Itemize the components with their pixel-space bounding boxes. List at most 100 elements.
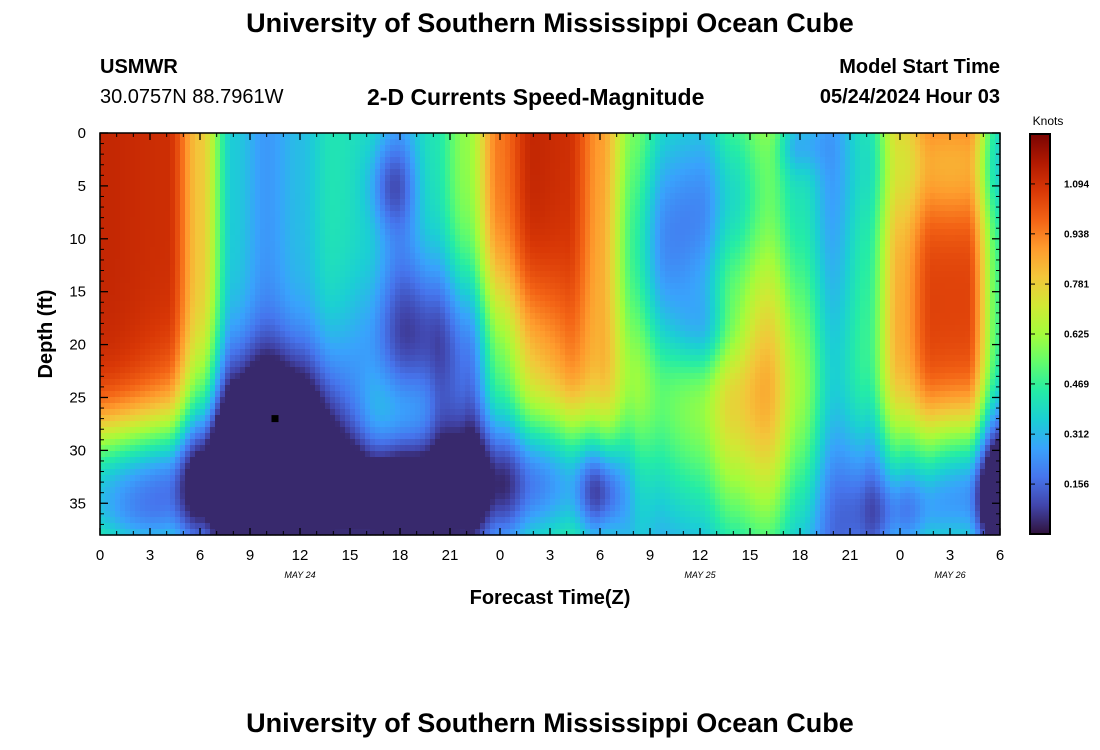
heatmap-cell: [130, 193, 136, 200]
heatmap-cell: [980, 277, 986, 284]
heatmap-cell: [325, 247, 331, 254]
heatmap-cell: [960, 247, 966, 254]
heatmap-cell: [665, 259, 671, 266]
heatmap-cell: [470, 271, 476, 278]
heatmap-cell: [795, 289, 801, 296]
heatmap-cell: [205, 247, 211, 254]
heatmap-cell: [470, 277, 476, 284]
heatmap-cell: [975, 211, 981, 218]
heatmap-cell: [160, 163, 166, 170]
heatmap-cell: [425, 289, 431, 296]
heatmap-cell: [215, 247, 221, 254]
heatmap-cell: [650, 145, 656, 152]
heatmap-cell: [110, 271, 116, 278]
heatmap-cell: [730, 235, 736, 242]
heatmap-cell: [320, 223, 326, 230]
heatmap-cell: [255, 199, 261, 206]
heatmap-cell: [720, 283, 726, 290]
heatmap-cell: [360, 277, 366, 284]
heatmap-cell: [400, 283, 406, 290]
heatmap-cell: [550, 187, 556, 194]
heatmap-cell: [695, 211, 701, 218]
heatmap-cell: [420, 163, 426, 170]
heatmap-cell: [595, 241, 601, 248]
heatmap-cell: [135, 169, 141, 176]
heatmap-cell: [450, 265, 456, 272]
heatmap-cell: [990, 163, 996, 170]
heatmap-cell: [900, 259, 906, 266]
heatmap-cell: [480, 283, 486, 290]
heatmap-cell: [380, 253, 386, 260]
heatmap-cell: [580, 289, 586, 296]
heatmap-cell: [560, 199, 566, 206]
heatmap-cell: [225, 175, 231, 182]
heatmap-cell: [365, 157, 371, 164]
heatmap-cell: [355, 133, 361, 140]
heatmap-cell: [645, 223, 651, 230]
heatmap-cell: [245, 283, 251, 290]
heatmap-cell: [950, 139, 956, 146]
heatmap-cell: [595, 133, 601, 140]
heatmap-cell: [105, 169, 111, 176]
heatmap-cell: [175, 271, 181, 278]
heatmap-cell: [270, 175, 276, 182]
heatmap-cell: [840, 217, 846, 224]
heatmap-cell: [250, 151, 256, 158]
heatmap-cell: [235, 247, 241, 254]
heatmap-cell: [685, 169, 691, 176]
heatmap-cell: [590, 223, 596, 230]
heatmap-cell: [655, 283, 661, 290]
heatmap-cell: [840, 169, 846, 176]
heatmap-cell: [660, 199, 666, 206]
heatmap-cell: [890, 193, 896, 200]
heatmap-cell: [460, 229, 466, 236]
heatmap-cell: [920, 253, 926, 260]
heatmap-cell: [175, 253, 181, 260]
heatmap-cell: [835, 163, 841, 170]
heatmap-cell: [290, 265, 296, 272]
heatmap-cell: [910, 259, 916, 266]
heatmap-cell: [850, 133, 856, 140]
heatmap-cell: [335, 235, 341, 242]
heatmap-cell: [360, 139, 366, 146]
heatmap-cell: [570, 277, 576, 284]
heatmap-cell: [630, 271, 636, 278]
heatmap-cell: [800, 211, 806, 218]
heatmap-cell: [365, 145, 371, 152]
heatmap-cell: [255, 157, 261, 164]
heatmap-cell: [400, 199, 406, 206]
heatmap-cell: [105, 157, 111, 164]
heatmap-cell: [355, 175, 361, 182]
heatmap-cell: [710, 259, 716, 266]
heatmap-cell: [965, 235, 971, 242]
heatmap-cell: [205, 169, 211, 176]
heatmap-cell: [265, 229, 271, 236]
heatmap-cell: [485, 211, 491, 218]
heatmap-cell: [370, 265, 376, 272]
heatmap-cell: [595, 271, 601, 278]
heatmap-cell: [710, 229, 716, 236]
heatmap-cell: [920, 133, 926, 140]
heatmap-cell: [440, 169, 446, 176]
heatmap-cell: [550, 151, 556, 158]
heatmap-cell: [335, 271, 341, 278]
heatmap-cell: [280, 145, 286, 152]
heatmap-cell: [885, 169, 891, 176]
heatmap-cell: [280, 169, 286, 176]
heatmap-cell: [980, 265, 986, 272]
heatmap-cell: [800, 157, 806, 164]
heatmap-cell: [865, 163, 871, 170]
heatmap-cell: [330, 229, 336, 236]
heatmap-cell: [925, 151, 931, 158]
heatmap-cell: [440, 133, 446, 140]
heatmap-cell: [580, 259, 586, 266]
heatmap-cell: [755, 271, 761, 278]
heatmap-cell: [130, 145, 136, 152]
heatmap-cell: [985, 151, 991, 158]
heatmap-cell: [415, 277, 421, 284]
heatmap-cell: [455, 187, 461, 194]
heatmap-cell: [965, 193, 971, 200]
heatmap-cell: [570, 229, 576, 236]
heatmap-cell: [700, 157, 706, 164]
heatmap-cell: [715, 223, 721, 230]
